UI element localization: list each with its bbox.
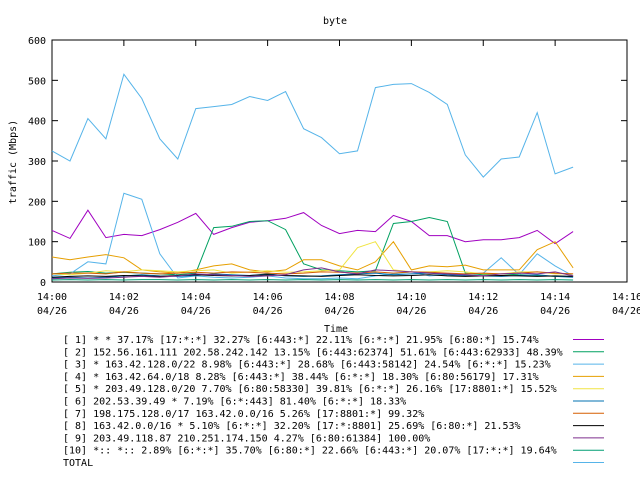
chart-title: byte	[323, 16, 347, 27]
x-axis-label: Time	[324, 324, 348, 335]
series-line-4	[51, 240, 574, 274]
x-tick-label: 14:10	[396, 292, 426, 303]
plot-series	[51, 73, 574, 281]
y-tick-label: 400	[28, 117, 46, 128]
y-tick-label: 200	[28, 197, 46, 208]
y-tick-label: 600	[28, 36, 46, 47]
legend-label: [10] *:: *:: 2.89% [6:*:*] 35.70% [6:80:…	[63, 446, 557, 457]
series-line-7	[51, 271, 574, 275]
x-tick-label: 14:04	[181, 292, 211, 303]
x-tick-date: 04/26	[468, 306, 498, 317]
series-line-11	[51, 73, 574, 178]
y-tick-label: 500	[28, 76, 46, 87]
x-tick-date: 04/26	[396, 306, 426, 317]
legend-label: [ 7] 198.175.128.0/17 163.42.0.0/16 5.26…	[63, 409, 424, 420]
legend-label: [ 6] 202.53.39.49 * 7.19% [6:*:443] 81.4…	[63, 397, 406, 408]
legend-label: TOTAL	[63, 458, 93, 469]
legend-label: [ 1] * * 37.17% [17:*:*] 32.27% [6:443:*…	[63, 335, 539, 346]
y-tick-label: 300	[28, 157, 46, 168]
legend-label: [ 3] * 163.42.128.0/22 8.98% [6:443:*] 2…	[63, 360, 551, 371]
x-tick-label: 14:06	[253, 292, 283, 303]
x-tick-date: 04/26	[109, 306, 139, 317]
x-tick-label: 14:16	[612, 292, 640, 303]
x-tick-label: 14:14	[540, 292, 570, 303]
x-tick-date: 04/26	[324, 306, 354, 317]
legend: [ 1] * * 37.17% [17:*:*] 32.27% [6:443:*…	[63, 335, 604, 469]
series-line-1	[51, 209, 574, 245]
series-line-9	[51, 267, 574, 280]
plot-frame	[51, 39, 628, 283]
legend-label: [ 9] 203.49.118.87 210.251.174.150 4.27%…	[63, 433, 430, 444]
x-tick-label: 14:08	[324, 292, 354, 303]
y-tick-label: 100	[28, 238, 46, 249]
legend-label: [ 5] * 203.49.128.0/20 7.70% [6:80:58330…	[63, 384, 557, 395]
y-tick-label: 0	[40, 278, 46, 289]
y-axis-label: traffic (Mbps)	[8, 120, 19, 204]
x-tick-date: 04/26	[253, 306, 283, 317]
x-tick-label: 14:02	[109, 292, 139, 303]
legend-label: [ 2] 152.56.161.111 202.58.242.142 13.15…	[63, 347, 563, 358]
x-tick-date: 04/26	[181, 306, 211, 317]
x-tick-date: 04/26	[612, 306, 640, 317]
series-line-5	[51, 241, 574, 276]
x-tick-label: 14:00	[37, 292, 67, 303]
series-line-3	[51, 192, 574, 280]
x-tick-date: 04/26	[37, 306, 67, 317]
x-tick-date: 04/26	[540, 306, 570, 317]
series-line-2	[51, 216, 574, 277]
x-tick-label: 14:12	[468, 292, 498, 303]
legend-label: [ 4] * 163.42.64.0/18 8.28% [6:443:*] 38…	[63, 372, 539, 383]
plot-axes: 0 100 200 300 400 500 600 14:00 04/26 14:02 04/26 1…	[28, 36, 640, 317]
legend-label: [ 8] 163.42.0.0/16 * 5.10% [6:*:*] 32.20…	[63, 421, 521, 432]
